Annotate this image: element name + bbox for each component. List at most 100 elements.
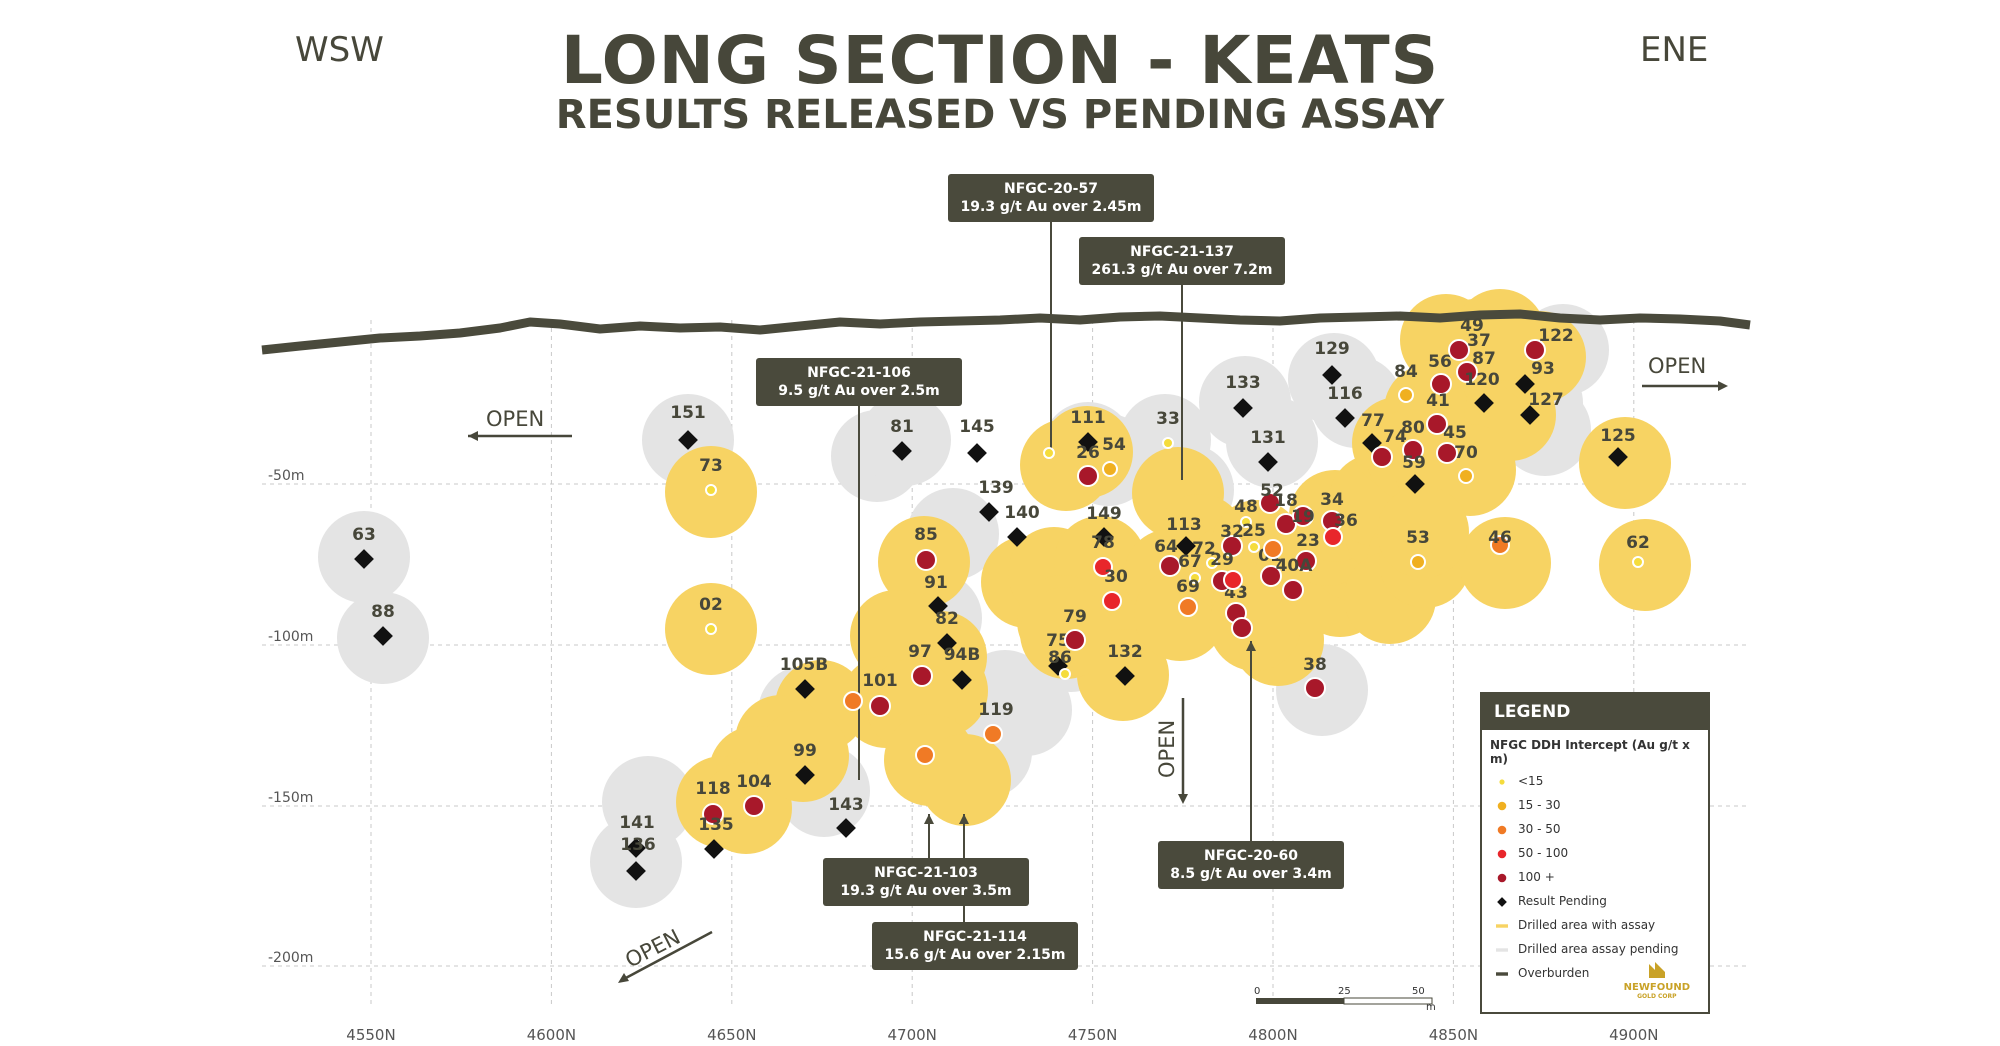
legend-symbol-icon: [1496, 972, 1508, 976]
hole-marker-pending: [836, 818, 856, 838]
open-arrowhead-bottom-left: [618, 973, 629, 983]
assay-zone: [1020, 587, 1112, 679]
hole-marker-r100plus: [1231, 617, 1253, 639]
hole-label: 119: [978, 700, 1014, 720]
hole-marker-pending: [967, 443, 987, 463]
hole-label: 82: [935, 609, 959, 629]
hole-marker-pending: [1515, 374, 1535, 394]
hole-marker-pending: [1405, 474, 1425, 494]
scale-tick-1: 25: [1338, 986, 1351, 997]
hole-marker-pending: [373, 626, 393, 646]
hole-marker-r100plus: [702, 803, 724, 825]
hole-marker-r15_30: [1398, 387, 1414, 403]
hole-marker-pending: [1007, 527, 1027, 547]
hole-label: 74: [1383, 427, 1407, 447]
hole-label: 54: [1102, 435, 1126, 455]
legend-subtitle: NFGC DDH Intercept (Au g/t x m): [1490, 738, 1690, 766]
callout-arrowhead: [1246, 641, 1256, 651]
hole-marker-lt15: [1043, 447, 1055, 459]
legend-symbol-icon: [1496, 924, 1508, 928]
hole-marker-r30_50: [1178, 597, 1198, 617]
hole-label: 41: [1426, 391, 1450, 411]
hole-label: 78: [1091, 533, 1115, 553]
hole-label: 36: [1334, 511, 1358, 531]
hole-marker-pending: [704, 839, 724, 859]
hole-marker-r100plus: [1426, 413, 1448, 435]
open-arrowhead-right: [1718, 381, 1728, 391]
open-label-left: OPEN: [486, 407, 544, 431]
hole-label: 105B: [780, 655, 828, 675]
hole-marker-r50_100: [1323, 527, 1343, 547]
hole-marker-r100plus: [1524, 339, 1546, 361]
callout-arrowhead: [924, 814, 934, 824]
legend-symbol-icon: [1496, 948, 1508, 952]
hole-marker-r100plus: [911, 665, 933, 687]
direction-left: WSW: [295, 30, 384, 70]
hole-label: 46: [1488, 528, 1512, 548]
pending-zone: [980, 664, 1072, 756]
hole-label: 127: [1528, 390, 1564, 410]
pending-zone: [1226, 396, 1318, 488]
hole-label: 141: [619, 813, 655, 833]
hole-label: 32: [1220, 522, 1244, 542]
hole-label: 132: [1107, 642, 1143, 662]
hole-label: 25: [1242, 521, 1266, 541]
hole-label: 77: [1361, 411, 1385, 431]
overburden-line: [261, 309, 1751, 355]
hole-marker-r15_30: [1458, 468, 1474, 484]
depth-label: -100m: [268, 629, 313, 645]
depth-label: -50m: [268, 468, 305, 484]
hole-label: 40A: [1276, 556, 1314, 576]
hole-marker-pending: [1258, 452, 1278, 472]
hole-marker-pending: [678, 430, 698, 450]
assay-zone: [1579, 417, 1671, 509]
hole-marker-lt15: [1059, 668, 1071, 680]
hole-marker-lt15: [1240, 516, 1252, 528]
callout-hole-id: NFGC-21-137: [1130, 244, 1234, 260]
legend-item-label: 100 +: [1518, 870, 1555, 884]
hole-marker-r50_100: [1223, 570, 1243, 590]
legend-symbol-icon: [1499, 779, 1505, 785]
assay-zone: [1209, 579, 1301, 671]
hole-marker-pending: [952, 670, 972, 690]
hole-label: 64: [1154, 537, 1178, 557]
callout-nfgc-21-103: NFGC-21-103 19.3 g/t Au over 3.5m: [823, 858, 1029, 906]
hole-label: 53: [1406, 528, 1430, 548]
hole-marker-pending: [626, 861, 646, 881]
hole-label: 129: [1314, 339, 1350, 359]
hole-label: 18: [1274, 491, 1298, 511]
hole-label: 97: [908, 642, 932, 662]
hole-label: 33: [1156, 409, 1180, 429]
hole-marker-r30_50: [1490, 535, 1510, 555]
hole-marker-r100plus: [1077, 465, 1099, 487]
hole-marker-r30_50: [915, 745, 935, 765]
hole-label: 37: [1467, 331, 1491, 351]
hole-marker-r100plus: [1064, 629, 1086, 651]
callout-hole-id: NFGC-21-114: [923, 929, 1027, 945]
logo-line2: GOLD CORP: [1637, 993, 1677, 1000]
callout-nfgc-21-106: NFGC-21-106 9.5 g/t Au over 2.5m: [756, 358, 962, 406]
hole-label: 139: [978, 478, 1014, 498]
hole-marker-pending: [1520, 405, 1540, 425]
callout-nfgc-21-114: NFGC-21-114 15.6 g/t Au over 2.15m: [872, 922, 1078, 970]
scale-tick-2: 50: [1412, 986, 1425, 997]
hole-label: 101: [862, 671, 898, 691]
legend-symbol-icon: [1497, 825, 1507, 835]
hole-marker-r15_30: [1410, 554, 1426, 570]
hole-label: 149: [1086, 504, 1122, 524]
callout-result: 15.6 g/t Au over 2.15m: [884, 947, 1066, 963]
hole-marker-r100plus: [1448, 339, 1470, 361]
callout-result: 261.3 g/t Au over 7.2m: [1091, 262, 1273, 278]
hole-marker-r100plus: [1260, 565, 1282, 587]
hole-marker-r30_50: [983, 724, 1003, 744]
legend-item-label: 50 - 100: [1518, 846, 1569, 860]
callout-hole-id: NFGC-20-60: [1204, 848, 1298, 864]
hole-label: 86: [1048, 648, 1072, 668]
hole-label: 56: [1428, 352, 1452, 372]
hole-label: 70: [1454, 443, 1478, 463]
hole-marker-pending: [354, 549, 374, 569]
hole-marker-r100plus: [1159, 555, 1181, 577]
hole-marker-pending: [1335, 408, 1355, 428]
